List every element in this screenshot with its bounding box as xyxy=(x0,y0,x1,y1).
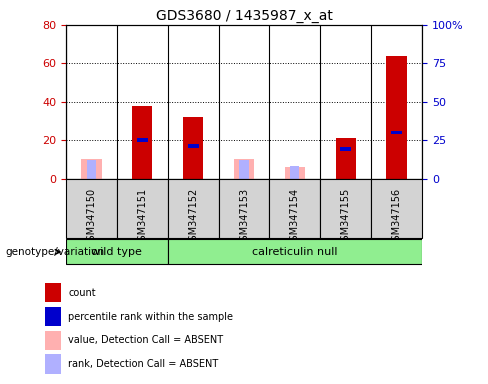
Bar xyxy=(386,56,407,179)
Bar xyxy=(132,106,152,179)
Bar xyxy=(371,179,422,238)
Text: GSM347154: GSM347154 xyxy=(290,187,300,247)
Text: GSM347150: GSM347150 xyxy=(86,187,96,247)
Bar xyxy=(45,331,61,350)
Bar xyxy=(87,160,96,179)
Text: rank, Detection Call = ABSENT: rank, Detection Call = ABSENT xyxy=(68,359,218,369)
Bar xyxy=(234,159,254,179)
Text: GSM347153: GSM347153 xyxy=(239,187,249,247)
Bar xyxy=(45,307,61,326)
Bar xyxy=(45,283,61,303)
Bar xyxy=(183,117,203,179)
Text: GSM347151: GSM347151 xyxy=(137,187,147,247)
Text: count: count xyxy=(68,288,96,298)
Text: GSM347152: GSM347152 xyxy=(188,187,198,247)
Bar xyxy=(45,354,61,374)
Bar xyxy=(285,167,305,179)
Bar xyxy=(81,159,102,179)
Text: GSM347155: GSM347155 xyxy=(341,187,351,247)
Bar xyxy=(340,147,351,151)
Text: genotype/variation: genotype/variation xyxy=(5,247,104,257)
Bar xyxy=(137,138,148,142)
Text: value, Detection Call = ABSENT: value, Detection Call = ABSENT xyxy=(68,335,223,345)
Bar xyxy=(336,138,356,179)
Text: percentile rank within the sample: percentile rank within the sample xyxy=(68,311,233,321)
Bar xyxy=(320,179,371,238)
Text: GSM347156: GSM347156 xyxy=(392,187,402,247)
Bar xyxy=(391,131,402,134)
Bar xyxy=(240,160,248,179)
Bar xyxy=(66,179,117,238)
Bar xyxy=(168,240,422,264)
Bar xyxy=(269,179,320,238)
Bar xyxy=(290,166,300,179)
Text: calreticulin null: calreticulin null xyxy=(252,247,338,257)
Bar xyxy=(187,144,199,148)
Bar xyxy=(219,179,269,238)
Bar xyxy=(168,179,219,238)
Bar xyxy=(117,179,168,238)
Text: wild type: wild type xyxy=(91,247,142,257)
Bar xyxy=(66,240,168,264)
Title: GDS3680 / 1435987_x_at: GDS3680 / 1435987_x_at xyxy=(156,8,332,23)
